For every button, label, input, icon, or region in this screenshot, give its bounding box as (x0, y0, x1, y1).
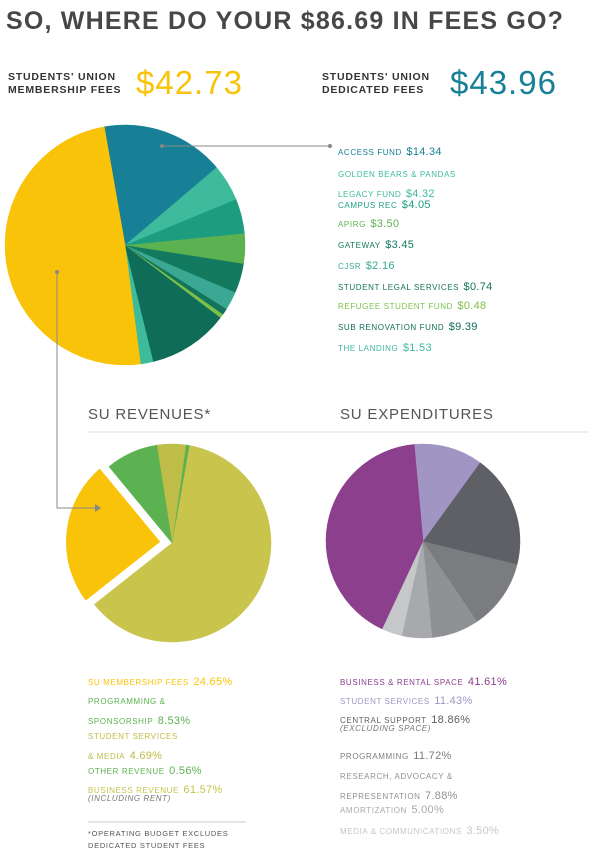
legend-label: GOLDEN BEARS & PANDAS LEGACY FUND (338, 170, 456, 199)
legend-label: CENTRAL SUPPORT (340, 716, 427, 725)
legend-label: APIRG (338, 220, 366, 229)
legend-item: CAMPUS REC $4.05 (338, 194, 478, 214)
legend-label: BUSINESS REVENUE (88, 786, 179, 795)
legend-value: 5.00% (411, 804, 445, 816)
legend-value: 18.86% (431, 714, 471, 726)
connector-dot (328, 144, 332, 148)
legend-label: OTHER REVENUE (88, 767, 165, 776)
legend-value: $0.74 (463, 281, 493, 293)
pie-slice (108, 444, 173, 544)
legend-value: 8.53% (157, 715, 191, 727)
legend-item: CENTRAL SUPPORT 18.86% (340, 709, 540, 729)
legend-value: $14.34 (406, 146, 442, 158)
legend-item: SU MEMBERSHIP FEES 24.65% (88, 671, 268, 691)
membership-amount: $42.73 (136, 64, 243, 101)
legend-item: BUSINESS & RENTAL SPACE 41.61% (340, 671, 540, 691)
legend-value: $4.32 (405, 188, 435, 200)
legend-value: $3.50 (370, 218, 400, 230)
legend-item: THE LANDING $1.53 (338, 337, 478, 357)
legend-value: $2.16 (365, 260, 395, 272)
pie-slice (422, 540, 518, 622)
legend-item: REFUGEE STUDENT FUND $0.48 (338, 295, 518, 315)
legend-value: 0.56% (169, 765, 202, 777)
legend-label: STUDENT SERVICES (340, 697, 430, 706)
legend-label: MEDIA & COMMUNICATIONS (340, 827, 462, 836)
legend-value: $3.45 (385, 239, 415, 251)
legend-item: GATEWAY $3.45 (338, 234, 478, 254)
chart-title: SU EXPENDITURES (340, 406, 494, 423)
legend-item: STUDENT LEGAL SERVICES $0.74 (338, 276, 518, 296)
legend-note: (EXCLUDING SPACE) (340, 724, 431, 733)
connector-dot (55, 270, 59, 274)
pie-slice (124, 244, 221, 362)
legend-label: CJSR (338, 262, 362, 271)
legend-value: 11.43% (434, 695, 473, 707)
legend-label: AMORTIZATION (340, 806, 407, 815)
legend-value: $4.05 (401, 199, 431, 211)
legend-label: STUDENT LEGAL SERVICES (338, 283, 460, 292)
legend-label: PROGRAMMING & SPONSORSHIP (88, 697, 166, 726)
dedicated-label: STUDENTS' UNION DEDICATED FEES (322, 71, 430, 97)
legend-item: ACCESS FUND $14.34 (338, 141, 478, 161)
legend-value: 4.69% (129, 750, 163, 762)
legend-value: 7.88% (425, 790, 458, 802)
membership-label: STUDENTS' UNION MEMBERSHIP FEES (8, 71, 122, 97)
legend-label: SUB RENOVATION FUND (338, 323, 445, 332)
pie-slice (103, 124, 217, 246)
connector (56, 272, 95, 509)
legend-label: STUDENT SERVICES & MEDIA (88, 732, 178, 761)
footnote: *OPERATING BUDGET EXCLUDES DEDICATED STU… (88, 829, 229, 850)
legend-label: SU MEMBERSHIP FEES (88, 678, 189, 687)
legend-item: AMORTIZATION 5.00% (340, 799, 540, 819)
legend-item: CJSR $2.16 (338, 255, 478, 275)
pie-slice (422, 462, 521, 565)
legend-label: THE LANDING (338, 344, 399, 353)
legend-value: 61.57% (183, 784, 223, 796)
legend-value: $0.48 (457, 300, 487, 312)
legend-value: 24.65% (193, 676, 233, 688)
legend-item: RESEARCH, ADVOCACY & REPRESENTATION 7.88… (340, 765, 490, 805)
legend-item: GOLDEN BEARS & PANDAS LEGACY FUND $4.32 (338, 163, 456, 203)
legend-value: 11.72% (413, 750, 452, 762)
legend-item: MEDIA & COMMUNICATIONS 3.50% (340, 820, 540, 840)
legend-label: PROGRAMMING (340, 752, 409, 761)
legend-label: RESEARCH, ADVOCACY & REPRESENTATION (340, 772, 453, 801)
legend-item: BUSINESS REVENUE 61.57% (88, 779, 258, 799)
legend-note: (INCLUDING RENT) (88, 794, 171, 803)
legend-label: CAMPUS REC (338, 201, 398, 210)
title: SO, WHERE DO YOUR $86.69 IN FEES GO? (6, 7, 565, 35)
legend-item: APIRG $3.50 (338, 213, 478, 233)
legend-label: REFUGEE STUDENT FUND (338, 302, 453, 311)
pie-slice (93, 445, 272, 643)
legend-value: 3.50% (466, 825, 500, 837)
legend-label: ACCESS FUND (338, 148, 402, 157)
pie-slice (4, 126, 141, 366)
legend-item: STUDENT SERVICES & MEDIA 4.69% (88, 725, 183, 765)
legend-value: $1.53 (402, 342, 432, 354)
pie-slice (325, 444, 424, 630)
dedicated-amount: $43.96 (450, 64, 557, 101)
legend-item: SUB RENOVATION FUND $9.39 (338, 316, 518, 336)
legend-value: 41.61% (467, 676, 508, 688)
legend-item: PROGRAMMING 11.72% (340, 745, 540, 765)
legend-item: PROGRAMMING & SPONSORSHIP 8.53% (88, 690, 198, 730)
chart-title: SU REVENUES* (88, 406, 211, 423)
pie-slice (413, 443, 481, 542)
pie-slice (62, 462, 166, 607)
legend-item: OTHER REVENUE 0.56% (88, 760, 248, 780)
connector-arrow (95, 504, 101, 512)
connector-dot (160, 144, 164, 148)
legend-item: STUDENT SERVICES 11.43% (340, 690, 540, 710)
legend-label: BUSINESS & RENTAL SPACE (340, 678, 464, 687)
legend-label: GATEWAY (338, 241, 381, 250)
legend-value: $9.39 (448, 321, 478, 333)
